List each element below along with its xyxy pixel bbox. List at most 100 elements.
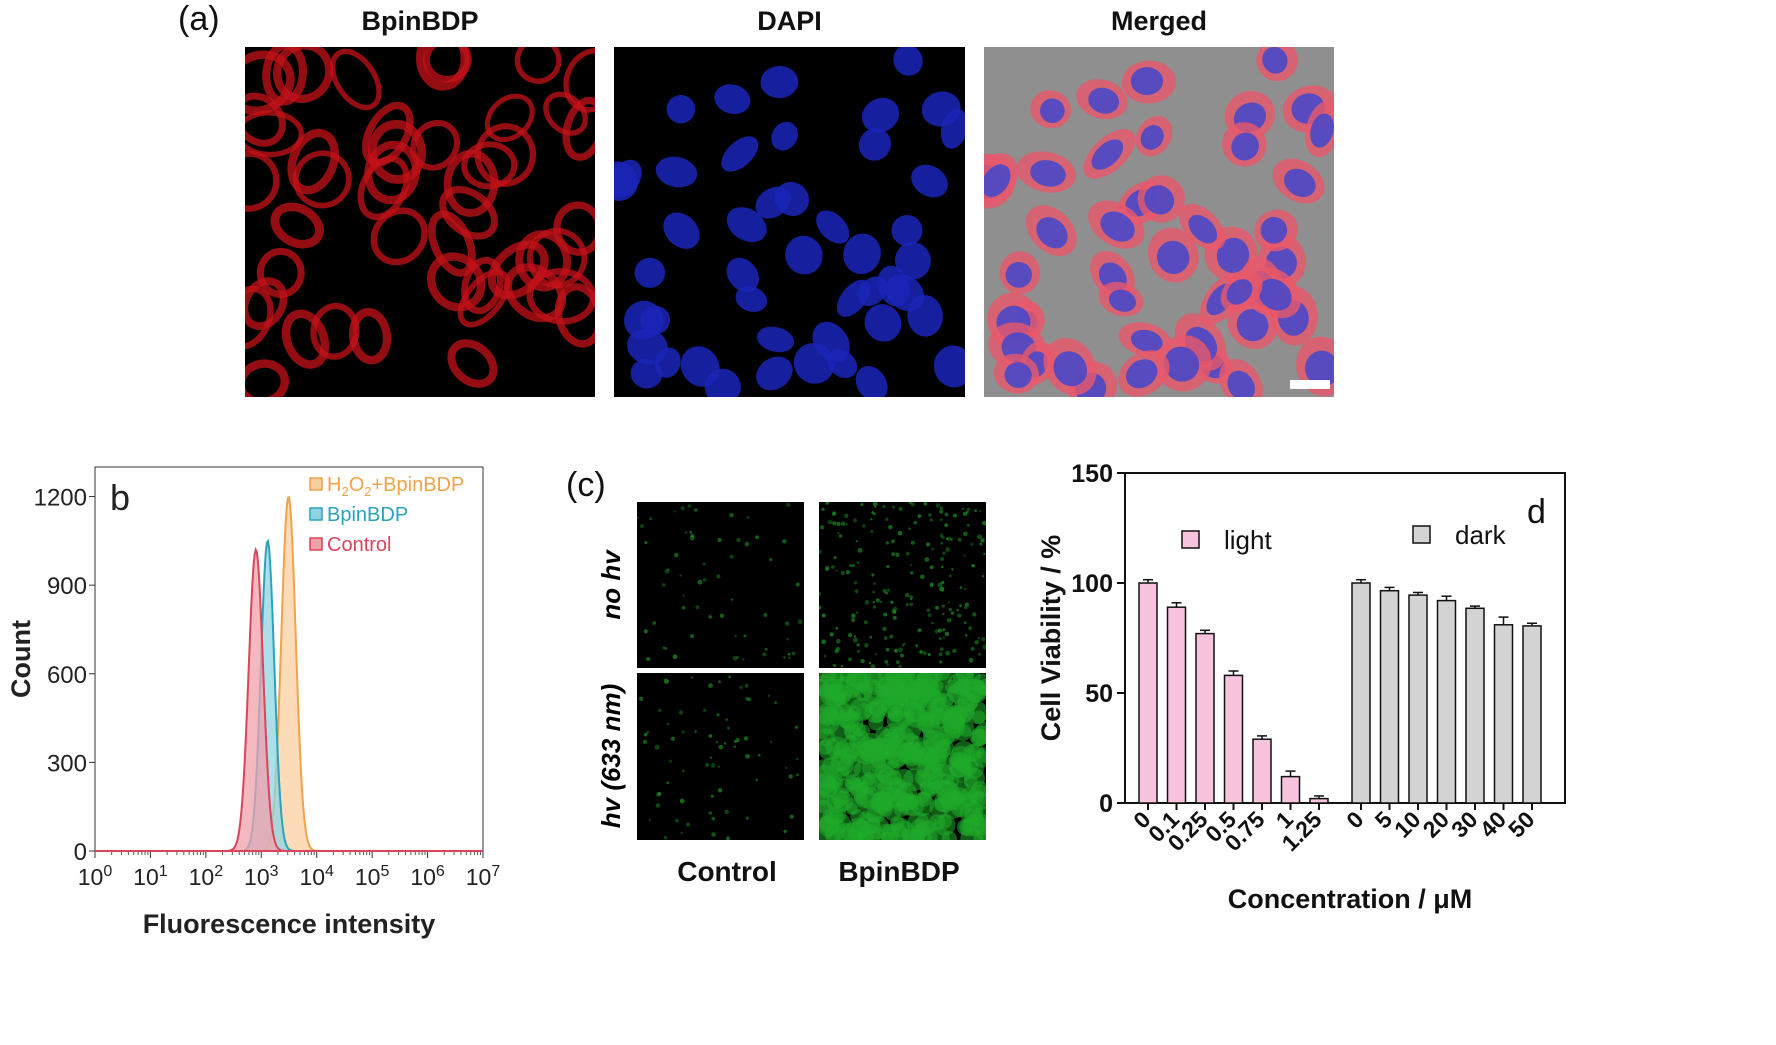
cell-nucleus	[614, 159, 642, 198]
fluorescence-spot	[968, 657, 974, 663]
fluorescence-spot	[767, 694, 771, 698]
fluorescence-spot	[963, 554, 966, 557]
fluorescence-spot	[837, 532, 840, 535]
fluorescence-spot	[974, 640, 979, 645]
fluorescence-spot	[952, 513, 957, 518]
bar-dark-50	[1522, 625, 1542, 804]
fluorescence-spot	[950, 611, 955, 615]
fluorescence-spot	[877, 801, 893, 817]
fluorescence-spot	[971, 564, 975, 568]
fluorescence-spot	[888, 524, 893, 530]
cell-nucleus	[726, 257, 759, 293]
fluorescence-spot	[964, 587, 967, 590]
fluorescence-spot	[648, 819, 652, 822]
fluorescence-spot	[755, 535, 759, 540]
fluorescence-spot	[681, 606, 686, 610]
fluorescence-spot	[856, 611, 859, 614]
fluorescence-spot	[923, 502, 928, 506]
fluorescence-spot	[952, 673, 975, 687]
cell-nucleus	[735, 286, 768, 312]
cell-cytoplasm	[447, 339, 498, 388]
cell-nucleus	[891, 215, 923, 246]
legend-swatch	[1181, 530, 1200, 549]
fluorescence-spot	[957, 691, 979, 713]
fluorescence-spot	[945, 547, 950, 552]
fluorescence-spot	[897, 530, 903, 536]
fluorescence-spot	[909, 564, 912, 567]
fluorescence-spot	[939, 660, 943, 664]
cell-cytoplasm	[357, 155, 410, 221]
x-tick-label: 106	[410, 863, 445, 890]
fluorescence-spot	[819, 739, 833, 755]
fluorescence-spot	[917, 514, 922, 518]
fluorescence-spot	[915, 644, 919, 648]
fluorescence-spot	[717, 788, 723, 793]
cell-nucleus	[1188, 214, 1218, 244]
fluorescence-spot	[939, 647, 944, 652]
cell-cytoplasm	[461, 141, 518, 190]
fluorescence-spot	[736, 656, 739, 659]
fluorescence-spot	[678, 710, 684, 715]
fluorescence-spot	[643, 732, 648, 737]
fluorescence-spot	[862, 771, 877, 786]
cell-cytoplasm	[292, 150, 352, 209]
fluorescence-spot	[684, 531, 688, 534]
fluorescence-spot	[642, 739, 647, 744]
fluorescence-spot	[835, 569, 838, 572]
fluorescence-spot	[856, 561, 860, 564]
fluorescence-spot	[747, 697, 752, 702]
legend-label: Control	[327, 534, 391, 556]
fluorescence-spot	[937, 582, 943, 588]
fluorescence-spot	[857, 547, 863, 553]
fluorescence-spot	[928, 513, 932, 517]
fluorescence-spot	[657, 792, 662, 796]
fluorescence-spot	[845, 570, 851, 575]
panel-a-label: (a)	[178, 0, 220, 38]
fluorescence-spot	[718, 680, 721, 684]
fluorescence-spot	[785, 766, 788, 770]
cell-nucleus	[1260, 216, 1288, 244]
fluorescence-spot	[850, 613, 856, 619]
fluorescence-spot	[917, 673, 939, 690]
fluorescence-spot	[929, 565, 934, 570]
fluorescence-spot	[940, 557, 944, 561]
fluorescence-spot	[853, 635, 857, 638]
fluorescence-spot	[862, 524, 866, 528]
legend-label: dark	[1455, 520, 1507, 550]
fluorescence-spot	[680, 506, 685, 511]
fluorescence-spot	[870, 517, 873, 521]
fluorescence-spot	[708, 683, 713, 689]
cell-nucleus	[1088, 87, 1120, 114]
fluorescence-spot	[931, 547, 935, 551]
fluorescence-spot	[664, 678, 669, 684]
fluorescence-spot	[941, 565, 944, 569]
cell-cytoplasm	[245, 92, 286, 147]
fluorescence-spot	[875, 653, 878, 656]
cell-cytoplasm	[270, 202, 324, 249]
fluorescence-spot	[745, 816, 749, 820]
fluorescence-spot	[977, 534, 983, 540]
bar-light-0.75	[1252, 738, 1272, 804]
fluorescence-spot	[934, 673, 953, 684]
fluorescence-spot	[895, 660, 900, 664]
fluorescence-spot	[967, 788, 984, 804]
y-tick-label: 1200	[34, 485, 87, 512]
fluorescence-spot	[727, 726, 730, 730]
cell-cytoplasm	[273, 47, 334, 103]
cell-nucleus	[861, 97, 900, 133]
y-tick-label: 900	[47, 573, 87, 600]
fluorescence-spot	[853, 580, 858, 585]
fluorescence-spot	[840, 664, 844, 668]
fluorescence-spot	[908, 527, 911, 530]
cell-nucleus	[756, 326, 795, 353]
fluorescence-spot	[883, 612, 888, 617]
x-tick-label: 102	[189, 863, 224, 890]
fluorescence-spot	[978, 653, 981, 656]
fluorescence-spot	[711, 816, 716, 821]
cell-nucleus	[911, 164, 948, 198]
fluorescence-spot	[709, 756, 713, 759]
fluorescence-spot	[872, 600, 875, 604]
fluorescence-spot	[972, 725, 986, 745]
fluorescence-spot	[825, 565, 830, 571]
